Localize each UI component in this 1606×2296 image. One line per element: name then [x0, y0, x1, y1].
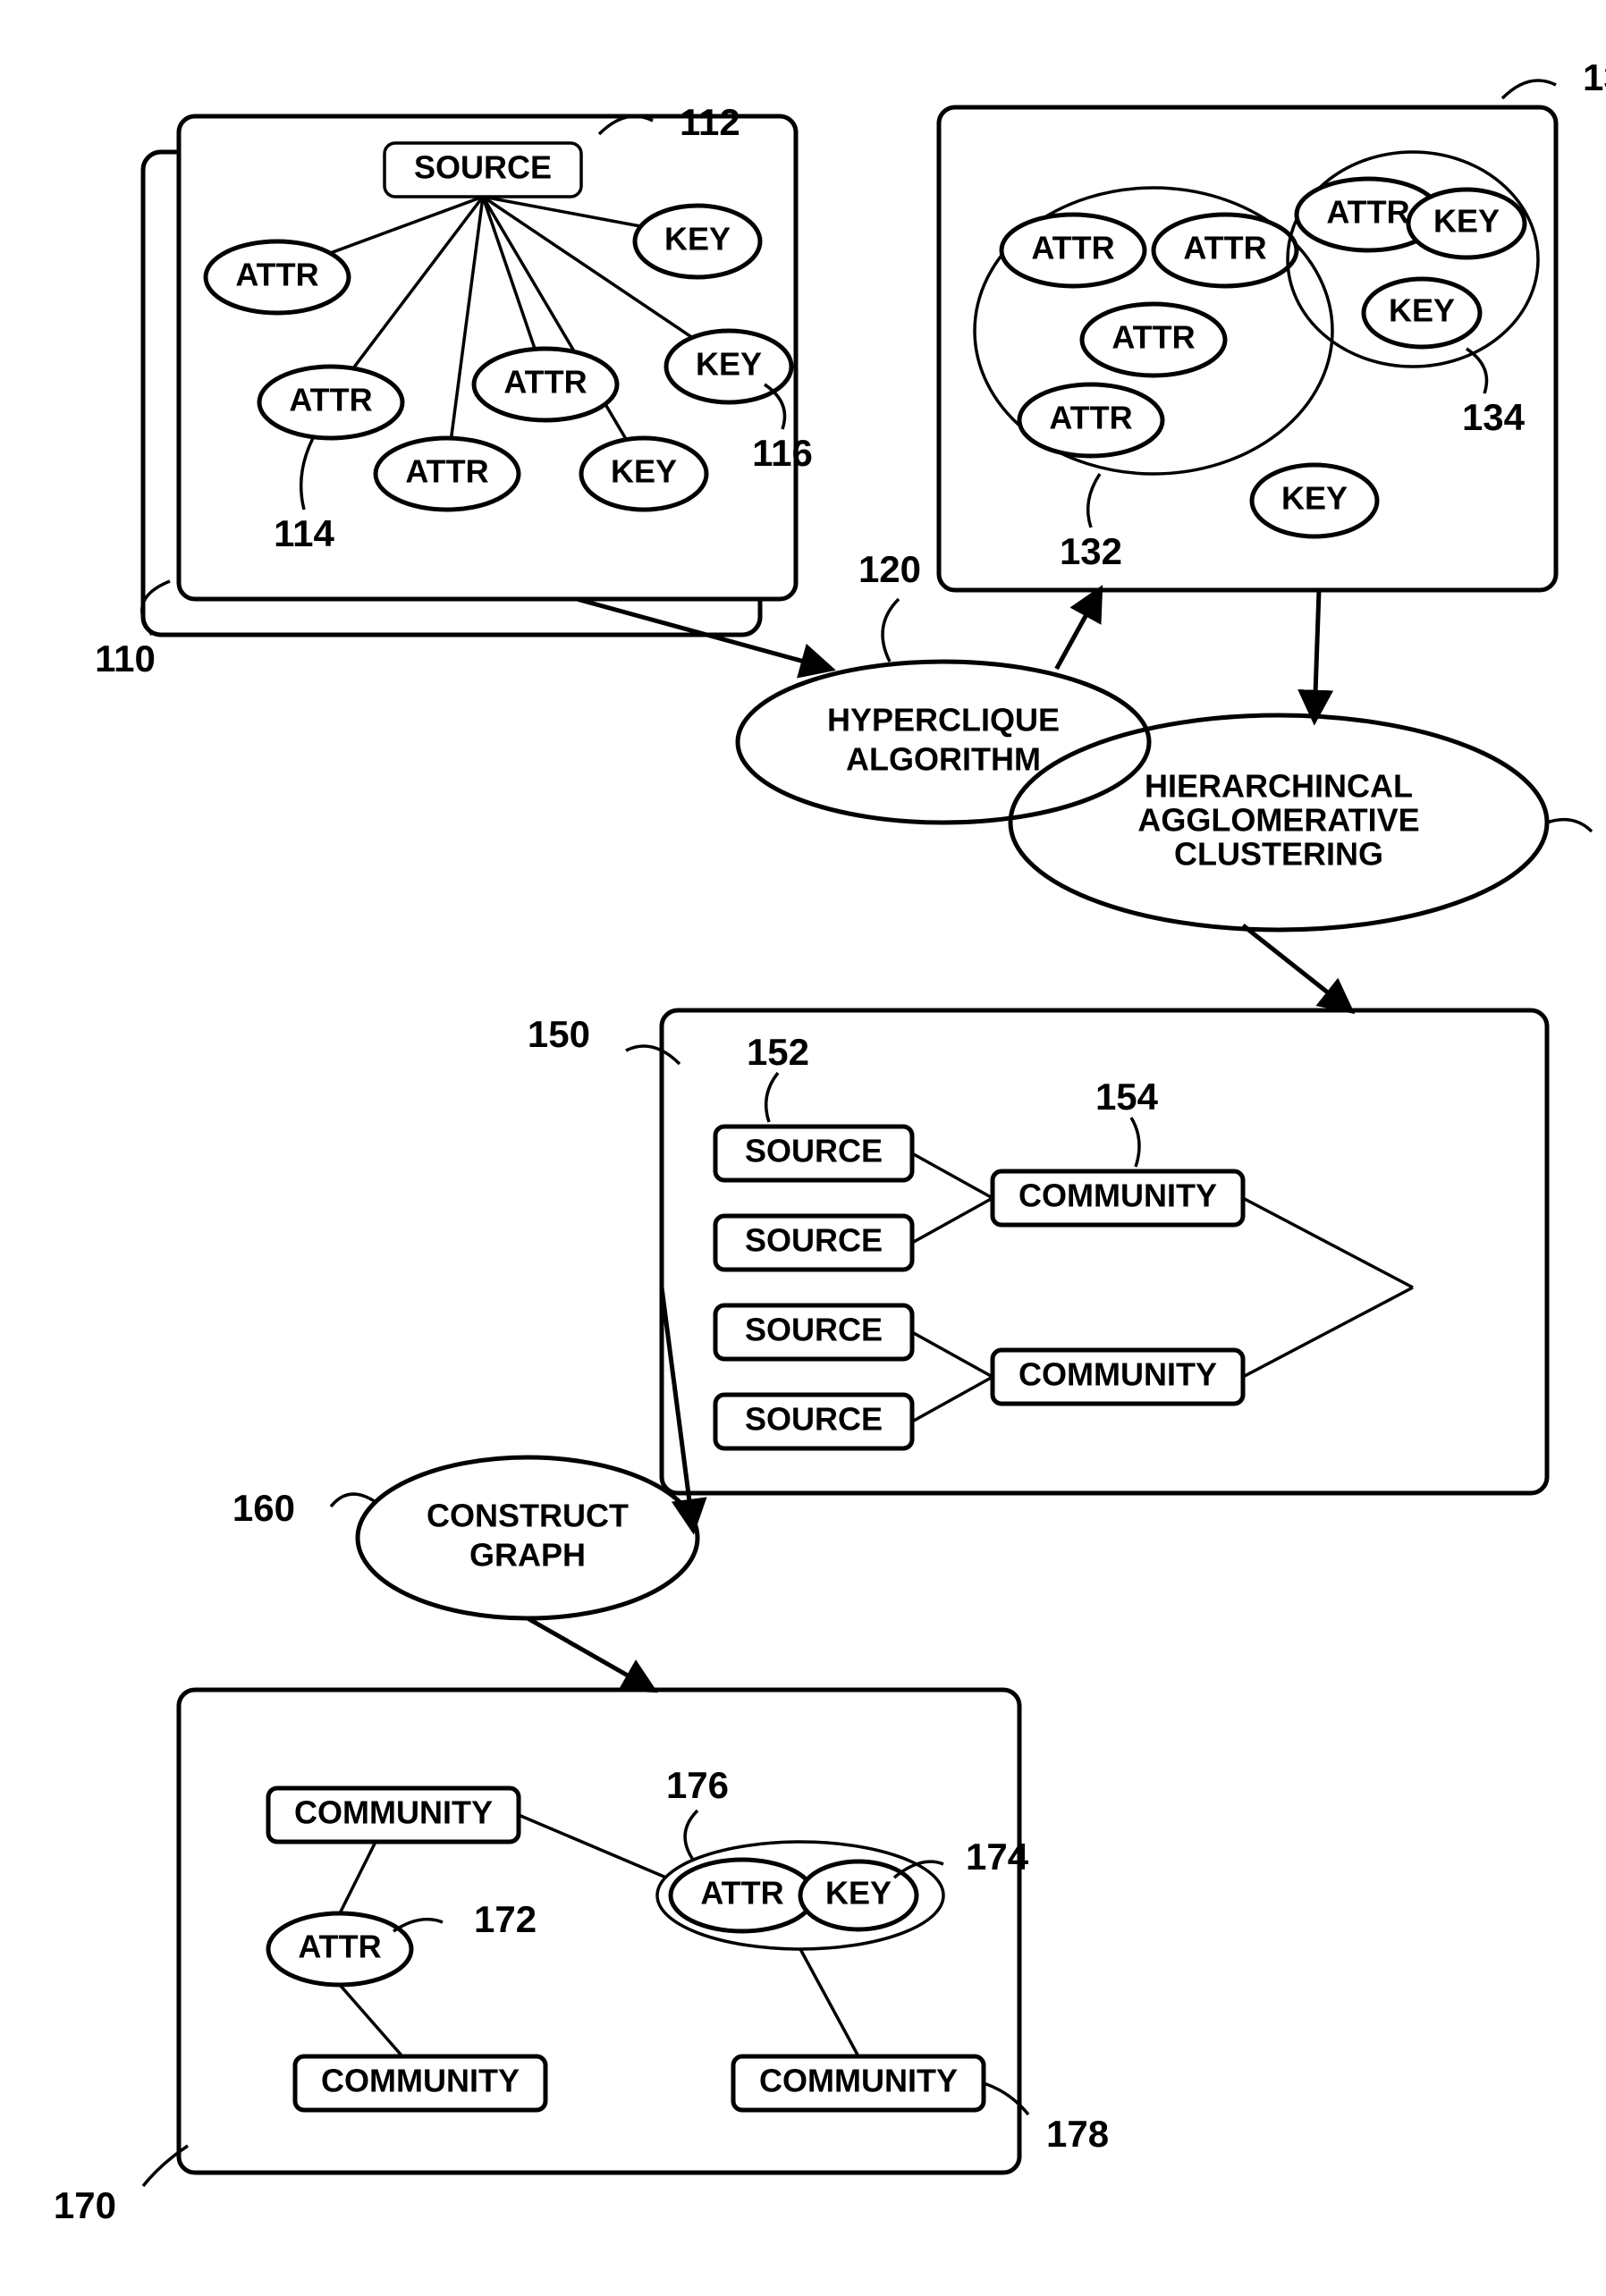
- svg-text:ATTR: ATTR: [503, 364, 587, 401]
- ref-120: 120: [858, 548, 921, 590]
- ref-130: 130: [1583, 56, 1606, 98]
- svg-text:ALGORITHM: ALGORITHM: [846, 741, 1041, 778]
- svg-text:ATTR: ATTR: [235, 257, 318, 293]
- svg-text:HIERARCHINCAL: HIERARCHINCAL: [1145, 768, 1413, 805]
- svg-text:KEY: KEY: [696, 346, 762, 383]
- ref-114: 114: [274, 512, 334, 554]
- svg-text:AGGLOMERATIVE: AGGLOMERATIVE: [1137, 802, 1419, 839]
- ref-110: 110: [95, 637, 156, 680]
- svg-text:ATTR: ATTR: [298, 1929, 381, 1965]
- ref-178: 178: [1046, 2113, 1109, 2155]
- svg-text:ATTR: ATTR: [289, 382, 372, 418]
- svg-text:SOURCE: SOURCE: [745, 1401, 883, 1438]
- svg-text:ATTR: ATTR: [1112, 319, 1195, 356]
- ref-170: 170: [54, 2184, 116, 2226]
- svg-text:KEY: KEY: [1433, 203, 1500, 240]
- svg-text:SOURCE: SOURCE: [745, 1312, 883, 1348]
- ref-150: 150: [528, 1013, 590, 1055]
- ref-132: 132: [1060, 530, 1122, 572]
- svg-text:ATTR: ATTR: [1049, 400, 1132, 436]
- svg-text:ATTR: ATTR: [1326, 194, 1409, 231]
- svg-text:KEY: KEY: [825, 1875, 892, 1912]
- svg-text:ATTR: ATTR: [405, 453, 488, 490]
- svg-text:CONSTRUCT: CONSTRUCT: [427, 1498, 629, 1534]
- svg-text:ATTR: ATTR: [1031, 230, 1114, 266]
- ref-172: 172: [474, 1898, 537, 1940]
- ref-176: 176: [666, 1764, 729, 1806]
- ref-112: 112: [680, 101, 740, 143]
- svg-text:COMMUNITY: COMMUNITY: [294, 1794, 493, 1831]
- source-label: SOURCE: [414, 149, 552, 186]
- svg-text:KEY: KEY: [611, 453, 677, 490]
- svg-text:KEY: KEY: [1389, 292, 1455, 329]
- svg-text:KEY: KEY: [1281, 480, 1348, 517]
- svg-text:COMMUNITY: COMMUNITY: [759, 2063, 958, 2099]
- svg-text:ATTR: ATTR: [1183, 230, 1266, 266]
- ref-116: 116: [752, 432, 813, 474]
- svg-text:GRAPH: GRAPH: [469, 1537, 586, 1574]
- ref-154: 154: [1095, 1076, 1159, 1118]
- svg-text:SOURCE: SOURCE: [745, 1133, 883, 1169]
- svg-text:COMMUNITY: COMMUNITY: [321, 2063, 520, 2099]
- ref-152: 152: [747, 1031, 809, 1073]
- panel-130: [939, 107, 1556, 590]
- svg-text:KEY: KEY: [664, 221, 731, 257]
- ref-160: 160: [232, 1487, 295, 1529]
- svg-text:COMMUNITY: COMMUNITY: [1019, 1356, 1217, 1393]
- ref-174: 174: [966, 1836, 1029, 1878]
- svg-text:ATTR: ATTR: [700, 1875, 783, 1912]
- svg-text:HYPERCLIQUE: HYPERCLIQUE: [827, 702, 1060, 739]
- svg-text:COMMUNITY: COMMUNITY: [1019, 1178, 1217, 1214]
- ref-134: 134: [1462, 396, 1526, 438]
- svg-text:SOURCE: SOURCE: [745, 1222, 883, 1259]
- svg-text:CLUSTERING: CLUSTERING: [1174, 836, 1383, 873]
